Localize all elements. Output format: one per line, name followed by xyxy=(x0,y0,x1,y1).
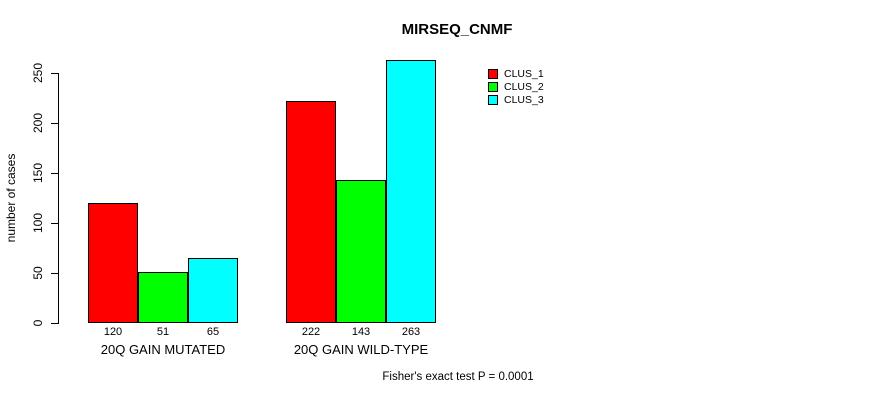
category-label: 20Q GAIN WILD-TYPE xyxy=(293,342,429,357)
bar-clus_1-group1 xyxy=(88,203,138,323)
y-tick-mark xyxy=(51,173,58,174)
bar-clus_2-group2 xyxy=(336,180,386,323)
fisher-test-annotation: Fisher's exact test P = 0.0001 xyxy=(382,371,534,383)
legend-row: CLUS_1 xyxy=(488,67,544,80)
bar-value-label: 263 xyxy=(401,326,421,338)
bar-clus_2-group1 xyxy=(138,272,188,323)
bar-clus_1-group2 xyxy=(286,101,336,323)
y-tick-mark xyxy=(51,323,58,324)
bar-clus_3-group1 xyxy=(188,258,238,323)
bar-value-label: 222 xyxy=(301,326,321,338)
legend-row: CLUS_2 xyxy=(488,80,544,93)
y-tick-label: 100 xyxy=(31,212,45,234)
chart-title: MIRSEQ_CNMF xyxy=(401,21,513,38)
y-tick-mark xyxy=(51,273,58,274)
y-tick-mark xyxy=(51,73,58,74)
y-tick-label: 150 xyxy=(31,162,45,184)
y-tick-label: 250 xyxy=(31,62,45,84)
category-label: 20Q GAIN MUTATED xyxy=(100,342,226,357)
legend-label: CLUS_3 xyxy=(504,93,544,106)
legend-row: CLUS_3 xyxy=(488,93,544,106)
bar-value-label: 143 xyxy=(351,326,371,338)
legend-swatch-icon xyxy=(488,68,498,79)
y-tick-label: 200 xyxy=(31,112,45,134)
legend-label: CLUS_2 xyxy=(504,80,544,93)
y-tick-label: 0 xyxy=(31,319,45,327)
y-tick-mark xyxy=(51,123,58,124)
y-axis-line xyxy=(58,73,59,324)
bar-value-label: 65 xyxy=(206,326,220,338)
y-tick-mark xyxy=(51,223,58,224)
bar-value-label: 120 xyxy=(103,326,123,338)
legend-swatch-icon xyxy=(488,81,498,92)
y-axis-title: number of cases xyxy=(4,153,18,243)
legend-swatch-icon xyxy=(488,94,498,105)
bar-clus_3-group2 xyxy=(386,60,436,323)
legend-label: CLUS_1 xyxy=(504,67,544,80)
y-tick-label: 50 xyxy=(31,266,45,280)
chart-legend: CLUS_1 CLUS_2 CLUS_3 xyxy=(488,67,544,106)
bar-value-label: 51 xyxy=(156,326,170,338)
